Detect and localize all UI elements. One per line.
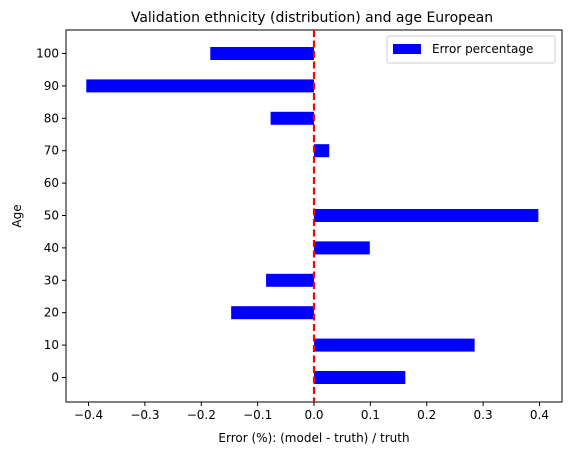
y-tick-label: 10 <box>44 338 59 352</box>
x-tick-label: 0.2 <box>417 408 436 422</box>
bar-age-50 <box>314 209 539 222</box>
y-tick-label: 50 <box>44 209 59 223</box>
y-tick-label: 100 <box>36 47 59 61</box>
x-tick-label: −0.2 <box>187 408 216 422</box>
bar-age-40 <box>314 241 370 255</box>
y-axis-label: Age <box>10 204 24 227</box>
x-tick-label: 0.0 <box>304 408 323 422</box>
x-ticks: −0.4 −0.3 −0.2 −0.1 0.0 0.1 0.2 0.3 0.4 <box>74 402 549 422</box>
legend-box <box>386 35 556 64</box>
bar-age-90 <box>86 79 314 93</box>
y-tick-label: 90 <box>44 79 59 93</box>
x-tick-label: 0.3 <box>474 408 493 422</box>
legend-label: Error percentage <box>432 42 533 56</box>
plot-area: −0.4 −0.3 −0.2 −0.1 0.0 0.1 0.2 0.3 0.4 0 10 20 30 4… <box>36 29 563 422</box>
x-tick-label: 0.1 <box>361 408 380 422</box>
bar-age-30 <box>266 273 314 287</box>
chart-title: Validation ethnicity (distribution) and … <box>131 10 493 26</box>
y-tick-label: 20 <box>44 306 59 320</box>
x-tick-label: 0.4 <box>530 408 549 422</box>
y-tick-label: 60 <box>44 176 59 190</box>
y-ticks: 0 10 20 30 40 50 60 70 80 90 100 <box>36 47 66 385</box>
x-axis-label: Error (%): (model - truth) / truth <box>218 431 409 445</box>
y-tick-label: 40 <box>44 241 59 255</box>
x-tick-label: −0.4 <box>74 408 103 422</box>
bar-age-20 <box>231 306 314 320</box>
bar-age-80 <box>270 111 314 125</box>
x-tick-label: −0.3 <box>130 408 159 422</box>
y-tick-label: 70 <box>44 144 59 158</box>
bars-group <box>86 47 539 384</box>
bar-age-70 <box>314 144 330 158</box>
y-tick-label: 30 <box>44 273 59 287</box>
legend: Error percentage <box>386 35 556 64</box>
y-tick-label: 0 <box>51 371 59 385</box>
x-tick-label: −0.1 <box>243 408 272 422</box>
y-tick-label: 80 <box>44 111 59 125</box>
legend-swatch <box>393 44 421 54</box>
bar-age-100 <box>210 47 314 60</box>
bar-age-0 <box>314 371 406 384</box>
bar-age-10 <box>314 338 475 352</box>
